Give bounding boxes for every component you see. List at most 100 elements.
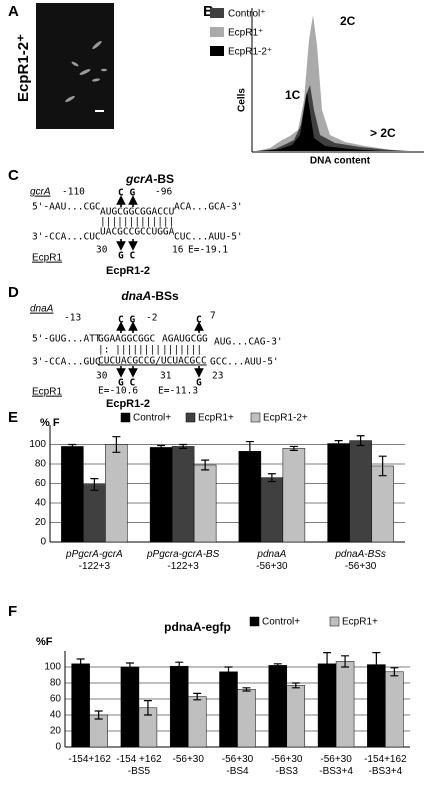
legend-label: EcpR1+ [342,617,378,628]
position: -96 [155,187,172,198]
pairing: ||||||| [162,345,202,356]
panel-letter: E [8,409,18,426]
error-bar [273,663,282,668]
panel-letter: C [8,167,19,184]
panel-letter: B [203,3,214,20]
x-tick-line: -122+3 [79,561,111,572]
x-tick-line: -BS3+4 [319,766,353,777]
gene-label: gcrA [30,187,51,198]
sequence: 5'-AAU...CGC [32,202,101,213]
x-tick-line: -BS3 [276,766,299,777]
sequence: AGAUGCGG [162,334,208,345]
error-bar [94,710,103,720]
sequence: GGAAGGCGGC [98,334,155,345]
position: 23 [212,371,223,382]
bar [335,661,355,748]
energy: E=-10.6 [98,386,138,397]
error-bar [323,652,332,676]
sequence: CUCUACGCCG/UCUACGCC [98,356,207,367]
sequence: 3'-CCA...GUC [32,357,101,368]
error-bar [334,440,343,448]
bar [89,714,108,748]
mutation: G [196,378,202,389]
x-tick-line: -122+3 [167,561,199,572]
y-axis-label: %F [36,636,53,648]
sequence: AUG...CAG-3' [214,337,283,348]
axis-label: Cells [237,88,248,112]
y-tick-label: 80 [35,459,47,470]
position: 30 [96,245,108,256]
x-tick-line: -BS4 [226,766,249,777]
y-tick-label: 100 [29,439,46,450]
bar [260,477,284,543]
y-tick-label: 0 [55,742,61,753]
error-bar [291,682,300,689]
x-tick-line: pPgcra-gcrA-BS [146,549,220,560]
bar [349,440,372,543]
legend-swatch [249,616,260,627]
error-bar [356,435,365,447]
error-bar [193,692,202,701]
bar [238,451,262,543]
legend-swatch [185,412,196,423]
error-bar [68,443,77,449]
error-bar [157,444,166,450]
peak-label: 2C [340,14,356,28]
y-tick-label: 20 [50,726,62,737]
x-tick-line: -56+30 [271,754,303,765]
mutant-label: EcpR1-2 [106,398,150,410]
legend-label: EcpR1⁺ [228,28,263,39]
bar [317,663,337,748]
srna-label: EcpR1 [32,387,62,398]
title-suffix: -BS [153,172,174,186]
energy: E=-11.3 [158,386,198,397]
x-tick-line: -154 +162 [116,754,162,765]
bar [71,663,90,748]
pairing: ||||||||||||| [100,217,174,228]
sequence: 3'-CCA...CUC [32,232,101,243]
y-tick-label: 100 [44,662,61,673]
strain-label: EcpR1-2⁺ [15,34,32,102]
legend-label: EcpR1-2+ [263,413,308,424]
legend-label: Control+ [262,617,300,628]
bar [237,689,256,748]
position: 16 [172,245,184,256]
cells [65,40,107,103]
bar [371,465,394,543]
y-tick-label: 20 [35,517,47,528]
panel-letter: F [8,603,17,620]
micrograph [36,3,114,129]
error-bar [112,436,121,453]
position: 30 [96,371,108,382]
x-tick-label: pPgcra-gcrA-BS -122+3 [146,549,220,572]
bar [61,446,84,543]
title-gene: dnaA [121,289,151,303]
legend-swatch [210,27,224,37]
x-tick-label: -56+30 -BS3+4 [319,754,353,777]
legend-swatch [120,412,131,423]
y-tick-label: 60 [35,478,47,489]
y-axis-label: % F [40,417,60,429]
legend-label: EcpR1+ [198,413,234,424]
sequence: UACGCCGCCUGGA [100,227,175,238]
peak-label: > 2C [370,126,396,140]
sequence: ACA...GCA-3' [174,202,243,213]
x-tick-line: pPgcrA-gcrA [65,549,123,560]
mutation: C [196,315,202,326]
energy: E=-19.1 [188,245,228,256]
mutation: C G [118,315,135,326]
error-bar [341,655,350,668]
error-bar [245,440,254,462]
error-bar [242,687,251,692]
x-tick-line: -154+162 [364,754,407,765]
legend-swatch [329,616,340,627]
y-tick-label: 0 [40,537,46,548]
error-bar [289,445,298,451]
bar [171,446,195,543]
legend-label: Control⁺ [228,9,266,20]
bar [83,484,106,543]
mutation: C G [118,188,135,199]
x-tick-label: pdnaA -56+30 [256,549,288,572]
bar [282,448,306,543]
